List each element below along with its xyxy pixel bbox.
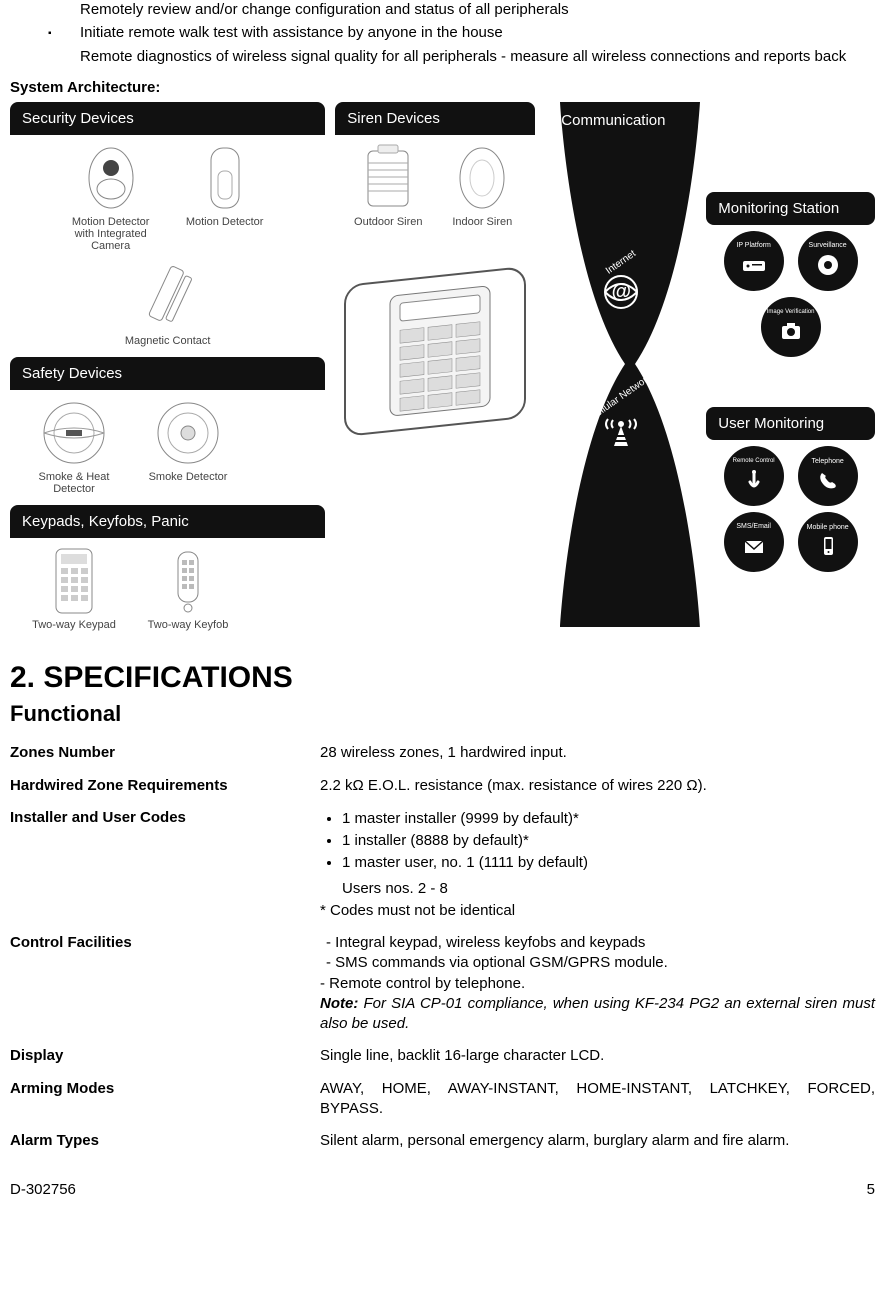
spec-bullet: 1 master user, no. 1 (1111 by default) [342, 852, 875, 874]
panel-header: Monitoring Station [706, 192, 875, 225]
smoke-heat-icon [34, 398, 114, 468]
device-smoke: Smoke Detector [138, 398, 238, 495]
remote-control-badge: Remote Control [724, 446, 784, 506]
spec-value: Silent alarm, personal emergency alarm, … [320, 1129, 875, 1161]
siren-devices-panel: Siren Devices Outdoor Siren Indoor Siren [335, 102, 535, 232]
panel-header: Communication [545, 102, 696, 139]
indoor-siren-icon [442, 143, 522, 213]
security-devices-panel: Security Devices Motion Detector with In… [10, 102, 325, 351]
spec-line: - SMS commands via optional GSM/GPRS mod… [320, 953, 875, 973]
monitoring-station-panel: Monitoring Station IP Platform Surveilla… [706, 192, 875, 363]
system-architecture-diagram: Security Devices Motion Detector with In… [10, 102, 875, 642]
footer-page-number: 5 [867, 1181, 875, 1198]
telephone-badge: Telephone [798, 446, 858, 506]
intro-item: Remote diagnostics of wireless signal qu… [80, 47, 875, 67]
keypad-icon [34, 546, 114, 616]
spec-note: Note: For SIA CP-01 compliance, when usi… [320, 994, 875, 1035]
spec-key: Hardwired Zone Requirements [10, 774, 320, 806]
internet-icon: @ [600, 271, 642, 313]
panel-header: User Monitoring [706, 407, 875, 440]
panel-header: Siren Devices [335, 102, 535, 135]
device-two-way-keyfob: Two-way Keyfob [138, 546, 238, 631]
spec-line: - Integral keypad, wireless keyfobs and … [320, 933, 875, 953]
spec-line: - Remote control by telephone. [320, 974, 875, 994]
spec-row: Control Facilities - Integral keypad, wi… [10, 931, 875, 1044]
system-architecture-label: System Architecture: [10, 79, 875, 96]
intro-item: Initiate remote walk test with assistanc… [80, 23, 875, 43]
spec-row: Installer and User Codes 1 master instal… [10, 806, 875, 931]
control-panel-icon [335, 262, 535, 442]
device-magnetic-contact: Magnetic Contact [118, 262, 218, 347]
spec-key: Arming Modes [10, 1077, 320, 1130]
page-footer: D-302756 5 [10, 1181, 875, 1198]
device-label: Two-way Keypad [32, 619, 116, 631]
ip-platform-badge: IP Platform [724, 231, 784, 291]
spec-line: Users nos. 2 - 8 [320, 879, 875, 899]
device-indoor-siren: Indoor Siren [442, 143, 522, 228]
spec-key: Display [10, 1044, 320, 1076]
spec-key: Alarm Types [10, 1129, 320, 1161]
spec-footnote: * Codes must not be identical [320, 901, 875, 921]
spec-value: - Integral keypad, wireless keyfobs and … [320, 931, 875, 1044]
device-label: Motion Detector with Integrated Camera [61, 216, 161, 252]
spec-value: Single line, backlit 16-large character … [320, 1044, 875, 1076]
panel-header: Keypads, Keyfobs, Panic [10, 505, 325, 538]
spec-row: Arming Modes AWAY, HOME, AWAY-INSTANT, H… [10, 1077, 875, 1130]
spec-bullet: 1 installer (8888 by default)* [342, 830, 875, 852]
surveillance-badge: Surveillance [798, 231, 858, 291]
image-verification-badge: Image Verification [761, 297, 821, 357]
spec-table: Zones Number 28 wireless zones, 1 hardwi… [10, 741, 875, 1161]
section-title: 2. SPECIFICATIONS [10, 661, 875, 695]
subsection-title: Functional [10, 701, 875, 727]
spec-key: Installer and User Codes [10, 806, 320, 931]
intro-item: Remotely review and/or change configurat… [80, 0, 875, 20]
device-label: Smoke & Heat Detector [24, 471, 124, 495]
device-label: Smoke Detector [149, 471, 228, 483]
outdoor-siren-icon [348, 143, 428, 213]
motion-detector-icon [185, 143, 265, 213]
spec-key: Control Facilities [10, 931, 320, 1044]
central-panel [335, 262, 535, 446]
spec-row: Alarm Types Silent alarm, personal emerg… [10, 1129, 875, 1161]
motion-camera-icon [71, 143, 151, 213]
user-monitoring-panel: User Monitoring Remote Control Telephone [706, 407, 875, 578]
safety-devices-panel: Safety Devices Smoke & Heat Detector Smo… [10, 357, 325, 499]
device-smoke-heat: Smoke & Heat Detector [24, 398, 124, 495]
spec-value: 28 wireless zones, 1 hardwired input. [320, 741, 875, 773]
spec-bullet: 1 master installer (9999 by default)* [342, 808, 875, 830]
spec-row: Display Single line, backlit 16-large ch… [10, 1044, 875, 1076]
device-label: Motion Detector [186, 216, 264, 228]
device-outdoor-siren: Outdoor Siren [348, 143, 428, 228]
footer-left: D-302756 [10, 1181, 76, 1198]
spec-row: Hardwired Zone Requirements 2.2 kΩ E.O.L… [10, 774, 875, 806]
svg-text:@: @ [611, 281, 631, 303]
panel-header: Security Devices [10, 102, 325, 135]
device-motion-camera: Motion Detector with Integrated Camera [61, 143, 161, 252]
communication-column: Communication Internet @ Cellular Networ… [545, 102, 696, 627]
magnetic-contact-icon [128, 262, 208, 332]
spec-value: 2.2 kΩ E.O.L. resistance (max. resistanc… [320, 774, 875, 806]
intro-list: Remotely review and/or change configurat… [10, 0, 875, 67]
mobile-phone-badge: Mobile phone [798, 512, 858, 572]
device-motion: Motion Detector [175, 143, 275, 252]
spec-key: Zones Number [10, 741, 320, 773]
spec-row: Zones Number 28 wireless zones, 1 hardwi… [10, 741, 875, 773]
panel-header: Safety Devices [10, 357, 325, 390]
smoke-detector-icon [148, 398, 228, 468]
sms-email-badge: SMS/Email [724, 512, 784, 572]
device-label: Magnetic Contact [125, 335, 211, 347]
keyfob-icon [148, 546, 228, 616]
device-label: Two-way Keyfob [148, 619, 229, 631]
spec-value: AWAY, HOME, AWAY-INSTANT, HOME-INSTANT, … [320, 1077, 875, 1130]
spec-value: 1 master installer (9999 by default)* 1 … [320, 806, 875, 931]
keypads-panel: Keypads, Keyfobs, Panic Two-way Keypad T… [10, 505, 325, 635]
device-label: Outdoor Siren [354, 216, 422, 228]
device-two-way-keypad: Two-way Keypad [24, 546, 124, 631]
device-label: Indoor Siren [452, 216, 512, 228]
